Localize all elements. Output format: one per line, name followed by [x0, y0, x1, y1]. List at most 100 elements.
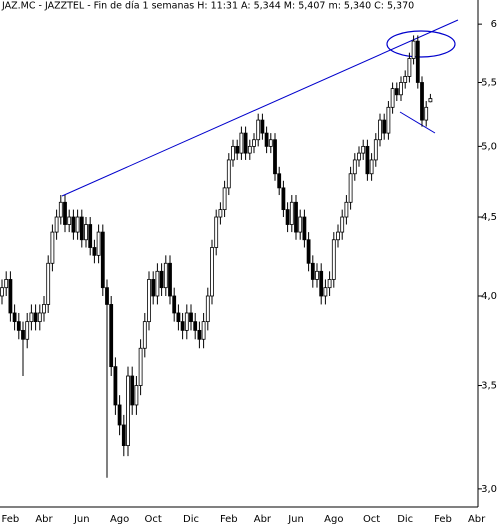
- candle-body: [415, 40, 420, 83]
- candle-body: [394, 88, 399, 96]
- candle-body: [8, 279, 13, 314]
- candle-body: [357, 152, 361, 161]
- candle-body: [79, 216, 84, 241]
- candle-body: [340, 216, 345, 233]
- candle-body: [92, 247, 97, 256]
- candle-body: [58, 201, 63, 218]
- highlight-ellipse: [386, 30, 456, 58]
- candle-body: [260, 119, 265, 134]
- candle-body: [285, 209, 290, 225]
- title-background: [0, 0, 370, 12]
- candle-body: [21, 329, 25, 340]
- candle-body: [411, 40, 416, 59]
- candle-body: [273, 139, 277, 175]
- candle-body: [71, 216, 76, 233]
- candle-body: [277, 173, 282, 189]
- candle-body: [306, 239, 311, 264]
- x-tick-label: Jun: [73, 514, 90, 525]
- trend-line: [61, 19, 459, 197]
- candle-body: [16, 321, 21, 331]
- x-tick-label: Abr: [468, 514, 486, 525]
- y-tick-label: 3,5: [481, 381, 497, 392]
- candle-body: [46, 262, 51, 305]
- candle-body: [37, 312, 42, 323]
- candle-body: [256, 119, 261, 141]
- candle-body: [121, 424, 126, 447]
- candle-body: [151, 279, 156, 297]
- candle-body: [399, 82, 403, 96]
- candle-body: [147, 279, 151, 323]
- candle-body: [252, 139, 256, 147]
- candle-body: [247, 145, 252, 154]
- candle-body: [0, 287, 4, 297]
- candle-body: [327, 279, 332, 289]
- x-tick-label: Feb: [220, 514, 238, 525]
- candle-body: [390, 88, 395, 108]
- candle-body: [54, 216, 59, 233]
- candle-body: [155, 270, 160, 297]
- candle-body: [50, 231, 55, 264]
- candle-body: [268, 139, 273, 147]
- candle-body: [88, 224, 93, 248]
- candle-body: [109, 304, 114, 368]
- candle-body: [33, 312, 38, 323]
- candle-body: [331, 239, 336, 280]
- candle-body: [344, 201, 349, 218]
- candle-body: [373, 139, 378, 161]
- x-tick-label: Abr: [35, 514, 53, 525]
- candle-body: [226, 159, 231, 189]
- x-tick-label: Oct: [363, 514, 380, 525]
- x-tick-label: Feb: [434, 514, 452, 525]
- candle-body: [403, 76, 408, 83]
- x-tick-label: Feb: [2, 514, 20, 525]
- candle-body: [201, 321, 206, 340]
- y-tick-label: 4,0: [481, 291, 497, 302]
- candle-body: [96, 231, 101, 256]
- candle-body: [214, 216, 219, 248]
- candle-body: [289, 201, 294, 225]
- candle-body: [310, 262, 315, 280]
- candle-body: [113, 366, 118, 406]
- candle-body: [369, 159, 374, 175]
- candle-body: [218, 209, 223, 218]
- candle-body: [378, 119, 382, 141]
- y-tick-label: 6: [491, 19, 497, 30]
- candle-body: [4, 279, 9, 289]
- candle-body: [172, 295, 177, 314]
- candle-body: [382, 119, 387, 134]
- candle-body: [159, 270, 164, 289]
- candle-body: [197, 329, 202, 340]
- candle-body: [117, 404, 122, 426]
- x-tick-label: Dic: [183, 514, 199, 525]
- candle-body: [193, 321, 198, 331]
- candle-body: [210, 247, 214, 297]
- x-tick-label: Abr: [254, 514, 272, 525]
- candle-body: [365, 145, 370, 175]
- candle-body: [239, 132, 244, 154]
- candle-body: [63, 201, 67, 225]
- y-tick-label: 4,5: [481, 212, 497, 223]
- candle-body: [231, 145, 235, 161]
- candle-body: [189, 312, 193, 323]
- candle-body: [163, 262, 168, 289]
- candle-body: [294, 201, 298, 233]
- y-tick-label: 3,0: [481, 484, 497, 495]
- candle-body: [235, 145, 240, 154]
- candle-body: [105, 287, 109, 305]
- candle-body: [319, 270, 324, 297]
- candle-body: [29, 312, 34, 323]
- candle-body: [84, 224, 88, 241]
- candle-body: [424, 106, 429, 121]
- trend-line: [399, 111, 436, 134]
- candle-body: [75, 216, 80, 233]
- candle-body: [243, 132, 248, 154]
- x-tick-label: Dic: [397, 514, 413, 525]
- candle-body: [25, 321, 30, 340]
- candle-body: [168, 262, 172, 297]
- x-tick-label: Oct: [145, 514, 162, 525]
- candle-body: [176, 312, 181, 323]
- candle-body: [361, 145, 366, 154]
- candle-body: [134, 385, 139, 406]
- candle-body: [184, 312, 189, 331]
